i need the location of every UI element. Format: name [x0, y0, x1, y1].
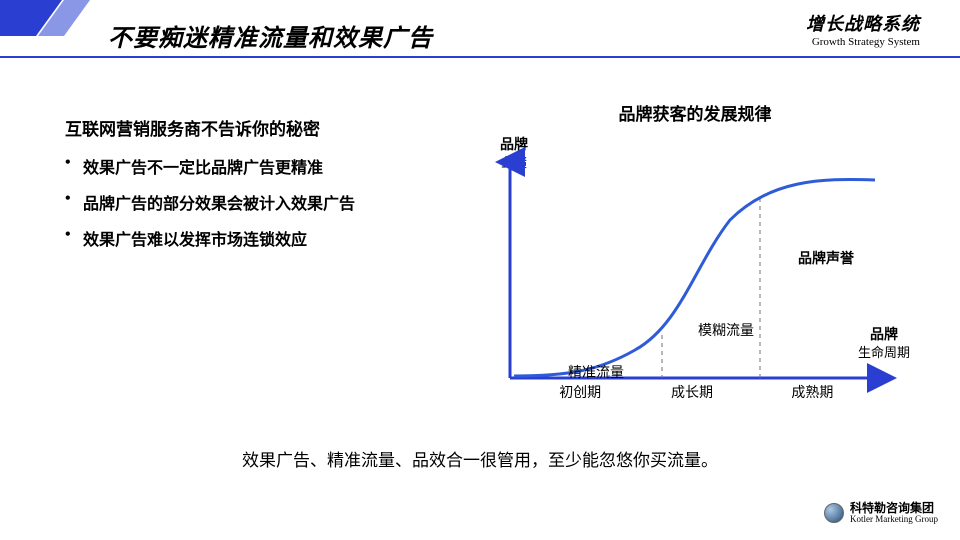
bullet-list: 效果广告不一定比品牌广告更精准 品牌广告的部分效果会被计入效果广告 效果广告难以… — [65, 154, 465, 250]
x-axis-label-main: 品牌 — [858, 328, 910, 345]
globe-icon — [824, 503, 844, 523]
x-tick-label: 成熟期 — [791, 382, 833, 402]
curve-annotation: 品牌声誉 — [798, 248, 854, 268]
s-curve — [514, 179, 875, 376]
header-accent-svg — [0, 0, 100, 40]
footer-cn: 科特勒咨询集团 — [850, 502, 938, 515]
bullet-item: 效果广告不一定比品牌广告更精准 — [65, 154, 465, 178]
bullet-item: 品牌广告的部分效果会被计入效果广告 — [65, 190, 465, 214]
header-right-cn: 增长战略系统 — [806, 10, 920, 36]
slide: 不要痴迷精准流量和效果广告 增长战略系统 Growth Strategy Sys… — [0, 0, 960, 540]
bottom-tagline: 效果广告、精准流量、品效合一很管用，至少能忽悠你买流量。 — [0, 446, 960, 471]
curve-annotation: 模糊流量 — [698, 320, 754, 340]
header-right-en: Growth Strategy System — [806, 36, 920, 48]
curve-annotation: 精准流量 — [568, 362, 624, 382]
lead-text: 互联网营销服务商不告诉你的秘密 — [65, 115, 465, 140]
page-title: 不要痴迷精准流量和效果广告 — [108, 18, 433, 53]
footer-text: 科特勒咨询集团 Kotler Marketing Group — [850, 502, 938, 524]
x-axis-label: 品牌 生命周期 — [858, 328, 910, 360]
bullet-item: 效果广告难以发挥市场连锁效应 — [65, 226, 465, 250]
chart-svg — [480, 130, 910, 420]
footer-en: Kotler Marketing Group — [850, 515, 938, 524]
left-text-block: 互联网营销服务商不告诉你的秘密 效果广告不一定比品牌广告更精准 品牌广告的部分效… — [65, 115, 465, 262]
title-underline — [0, 56, 960, 58]
chart-title: 品牌获客的发展规律 — [480, 100, 910, 125]
x-tick-label: 初创期 — [559, 382, 601, 402]
header-accent — [0, 0, 100, 40]
footer-logo: 科特勒咨询集团 Kotler Marketing Group — [824, 502, 938, 524]
x-tick-label: 成长期 — [671, 382, 713, 402]
x-axis-label-sub: 生命周期 — [858, 345, 910, 361]
header-right: 增长战略系统 Growth Strategy System — [806, 10, 920, 48]
growth-chart: 品牌获客的发展规律 品牌 业绩 品牌 — [480, 100, 910, 420]
